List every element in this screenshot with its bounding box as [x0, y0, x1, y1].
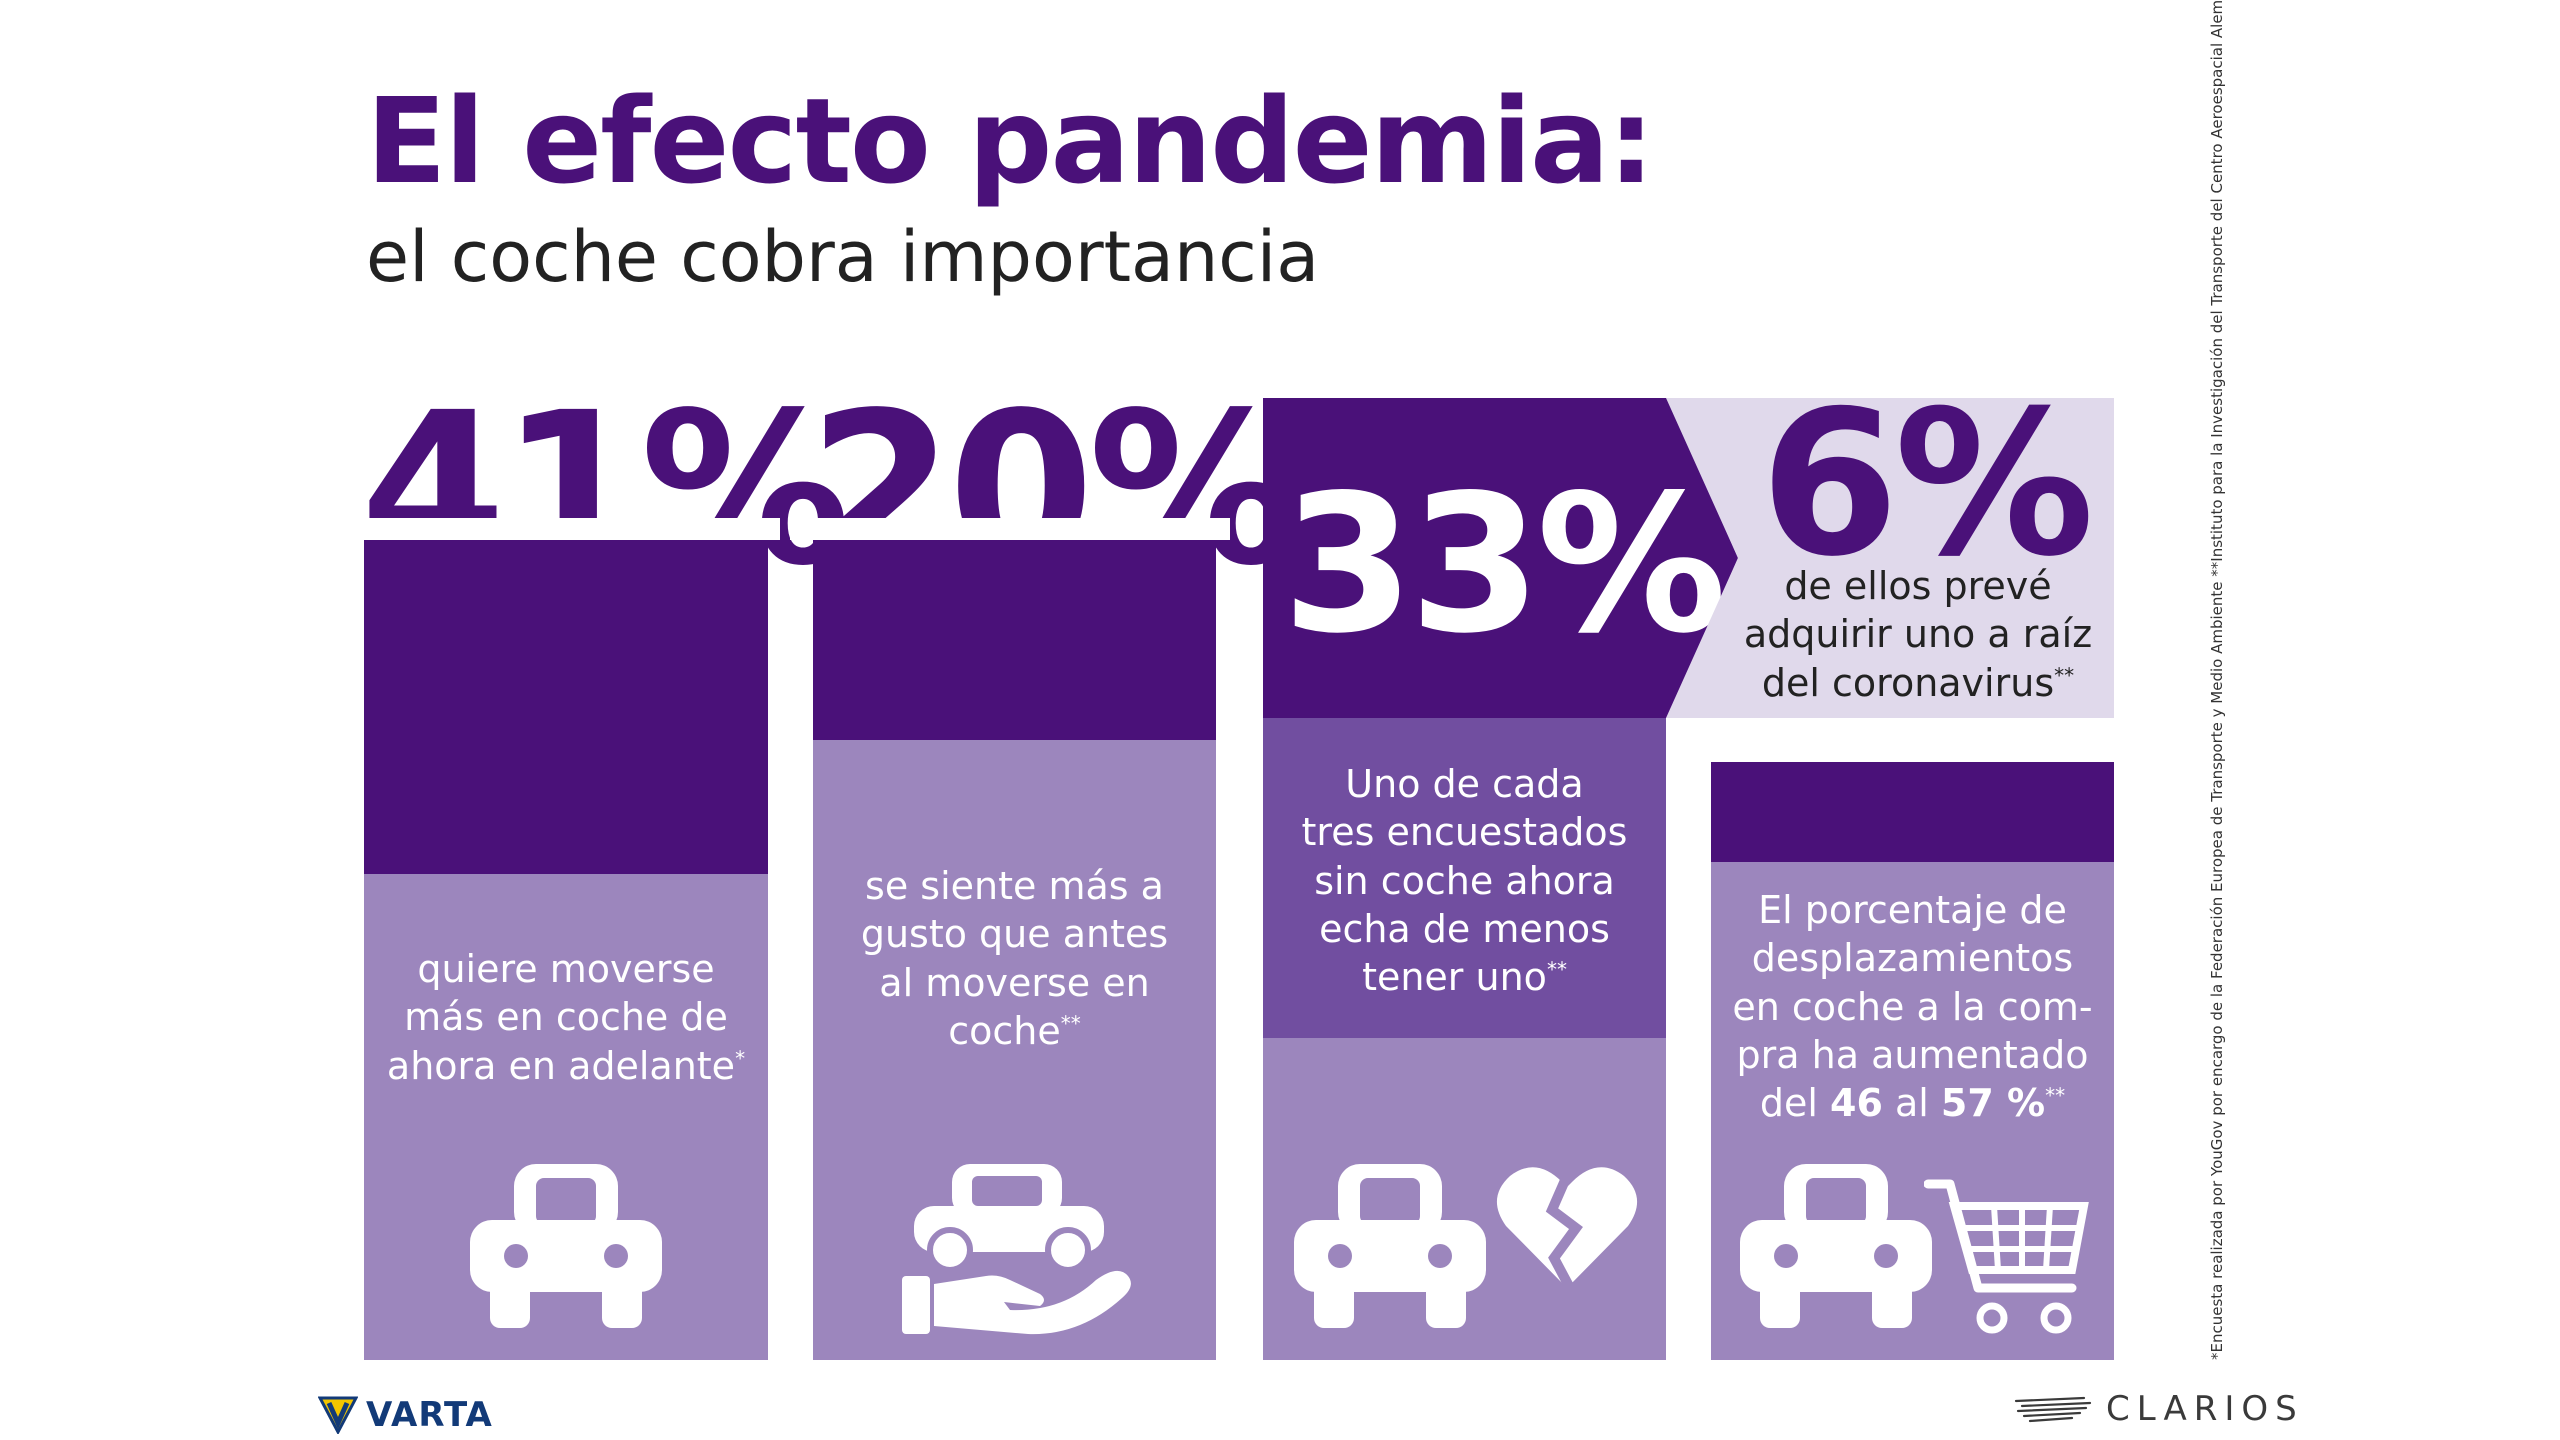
car-icon	[470, 1164, 662, 1328]
car-icon	[1294, 1164, 1486, 1328]
varta-shield-icon	[318, 1396, 358, 1434]
stat-20-bar-light	[813, 740, 1216, 1360]
caption-line: echa de menos	[1319, 906, 1610, 951]
stat-33-caption: Uno de cada tres encuestados sin coche a…	[1263, 760, 1666, 1001]
stat-46-caption: El porcentaje de desplazamientos en coch…	[1711, 886, 2114, 1127]
caption-line: sin coche ahora	[1314, 858, 1615, 903]
page-subtitle: el coche cobra importancia	[366, 216, 1320, 298]
caption-line: ahora en adelante	[386, 1043, 736, 1088]
caption-line: desplazamientos	[1751, 936, 2074, 981]
shopping-cart-icon	[1924, 1179, 2089, 1334]
stat-20-top-edge	[790, 518, 1230, 540]
footnote-mark: **	[1546, 957, 1567, 982]
clarios-wordmark: CLARIOS	[2106, 1389, 2304, 1429]
stat-6-bar-pale	[1666, 398, 2114, 718]
stat-20-caption: se siente más a gusto que antes al mover…	[813, 862, 1216, 1055]
stat-41-bar-dark	[364, 540, 768, 874]
car-in-hand-icon	[902, 1164, 1131, 1335]
caption-line: adquirir uno a raíz	[1743, 612, 2093, 657]
caption-line: al	[1882, 1081, 1941, 1125]
footnote-mark: **	[1060, 1011, 1081, 1036]
varta-logo: VARTA	[318, 1396, 493, 1434]
caption-line: más en coche de	[404, 995, 728, 1040]
caption-line: tener uno	[1362, 955, 1547, 999]
stat-46-bar-dark	[1711, 762, 2114, 862]
caption-line: El porcentaje de	[1758, 888, 2067, 932]
stat-20-bar-dark	[813, 540, 1216, 740]
caption-line: quiere moverse	[417, 947, 715, 991]
stat-41-caption: quiere moverse más en coche de ahora en …	[364, 945, 768, 1090]
stat-33-arrow	[1668, 398, 1738, 718]
broken-heart-icon	[1496, 1167, 1638, 1291]
caption-line: gusto que antes	[860, 912, 1169, 957]
stat-6-caption: de ellos prevé adquirir uno a raíz del c…	[1722, 562, 2114, 707]
stat-33-bar-mid	[1263, 718, 1666, 1038]
varta-wordmark: VARTA	[366, 1395, 493, 1435]
stat-33-value: 33%	[1282, 454, 1727, 675]
from-percent: 46	[1830, 1081, 1883, 1125]
caption-line: del coronavirus	[1761, 660, 2055, 705]
footnote-mark: **	[2054, 662, 2075, 687]
stat-41-top-edge	[340, 518, 780, 540]
caption-line: se siente más a	[865, 864, 1164, 908]
footnote-mark: *	[735, 1045, 746, 1070]
to-percent: 57 %	[1940, 1081, 2046, 1125]
page-title: El efecto pandemia:	[366, 72, 1655, 210]
car-icon	[1740, 1164, 1932, 1328]
caption-line: tres encuestados	[1301, 810, 1628, 855]
caption-line: en coche a la com-	[1732, 984, 2093, 1029]
footnote: *Encuesta realizada por YouGov por encar…	[2208, 0, 2226, 1360]
caption-line: al moverse en	[879, 960, 1150, 1005]
clarios-logo: CLARIOS	[2014, 1392, 2304, 1426]
clarios-mark-icon	[2014, 1396, 2092, 1423]
caption-line: coche	[948, 1008, 1061, 1053]
footnote-mark: **	[2045, 1083, 2066, 1108]
caption-line: del	[1759, 1081, 1831, 1125]
stat-33-bar-dark	[1263, 398, 1670, 718]
caption-line: Uno de cada	[1345, 762, 1584, 806]
stat-6-value: 6%	[1760, 368, 2095, 601]
caption-line: pra ha aumentado	[1736, 1032, 2089, 1077]
caption-line: de ellos prevé	[1784, 564, 2052, 608]
